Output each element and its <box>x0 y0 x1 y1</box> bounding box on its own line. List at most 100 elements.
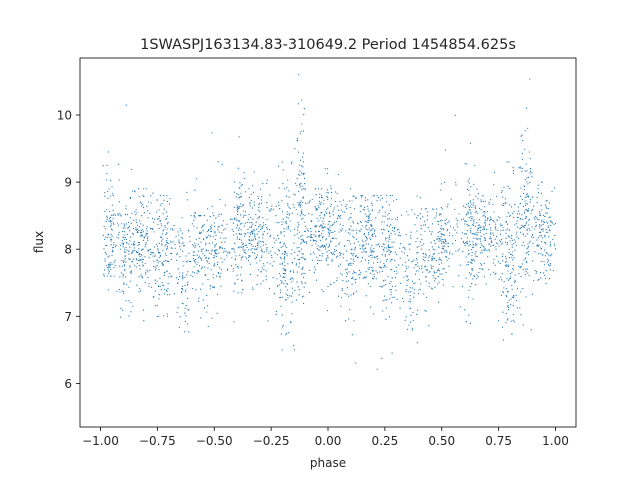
data-point <box>419 213 421 215</box>
data-point <box>323 203 325 205</box>
data-point <box>211 249 213 251</box>
data-point <box>365 215 368 217</box>
data-point <box>393 241 395 243</box>
data-point <box>142 204 144 206</box>
data-point <box>506 264 508 266</box>
data-point <box>138 229 140 231</box>
data-point <box>411 329 414 331</box>
data-point <box>116 290 118 292</box>
data-point <box>159 277 161 279</box>
data-point <box>316 217 318 219</box>
data-point <box>432 265 434 268</box>
data-point <box>307 202 309 204</box>
data-point <box>420 225 422 227</box>
data-point <box>497 261 500 263</box>
data-point <box>446 250 448 252</box>
data-point <box>470 259 473 261</box>
data-point <box>336 277 338 279</box>
data-point <box>416 246 418 248</box>
data-point <box>438 214 441 216</box>
data-point <box>527 176 530 178</box>
data-point <box>170 252 173 255</box>
data-point <box>528 224 530 226</box>
data-point <box>418 267 421 269</box>
y-tick-label: 6 <box>64 377 72 391</box>
data-point <box>251 185 254 187</box>
data-point <box>288 332 290 334</box>
data-point <box>522 268 524 270</box>
data-point <box>192 244 194 246</box>
data-point <box>220 247 222 249</box>
data-point <box>518 213 521 215</box>
data-point <box>503 204 505 206</box>
data-point <box>408 291 410 293</box>
data-point <box>333 207 335 209</box>
data-point <box>520 231 522 233</box>
data-point <box>265 279 267 281</box>
data-point <box>468 178 470 180</box>
data-point <box>217 161 219 163</box>
data-point <box>522 241 524 243</box>
data-point <box>353 320 355 322</box>
data-point <box>482 268 484 271</box>
data-point <box>517 238 520 240</box>
data-point <box>299 201 301 203</box>
data-point <box>124 213 127 215</box>
data-point <box>244 222 246 224</box>
data-point <box>256 233 258 235</box>
data-point <box>359 244 361 246</box>
data-point <box>502 290 504 293</box>
data-point <box>129 217 131 219</box>
data-point <box>403 252 406 254</box>
data-point <box>174 243 176 246</box>
data-point <box>376 200 378 202</box>
data-point <box>548 236 550 238</box>
data-point <box>509 215 511 217</box>
data-point <box>266 247 268 249</box>
data-point <box>235 255 237 257</box>
data-point <box>504 264 506 267</box>
data-point <box>530 170 532 173</box>
data-point <box>190 274 192 276</box>
data-point <box>121 290 123 292</box>
data-point <box>550 221 553 223</box>
data-point <box>327 231 330 233</box>
data-point <box>249 273 252 275</box>
data-point <box>404 319 406 321</box>
data-point <box>445 149 447 151</box>
data-point <box>466 237 468 239</box>
data-point <box>145 271 147 273</box>
data-point <box>443 248 445 250</box>
data-point <box>310 253 312 255</box>
data-point <box>102 234 105 236</box>
data-point <box>301 185 303 187</box>
data-point <box>248 249 250 251</box>
data-point <box>166 215 169 217</box>
data-point <box>470 213 472 215</box>
data-point <box>179 272 181 274</box>
data-point <box>508 299 510 301</box>
data-point <box>142 231 144 233</box>
data-point <box>514 279 516 281</box>
data-point <box>123 225 125 227</box>
data-point <box>431 267 433 270</box>
data-point <box>382 206 384 208</box>
data-point <box>163 199 165 201</box>
data-point <box>346 272 348 274</box>
data-point <box>507 235 509 237</box>
data-point <box>182 250 184 252</box>
data-point <box>424 257 426 259</box>
data-point <box>443 245 445 247</box>
data-point <box>406 255 409 257</box>
data-point <box>209 252 211 254</box>
data-point <box>298 204 300 207</box>
data-point <box>508 236 510 238</box>
data-point <box>317 245 319 247</box>
data-point <box>248 196 250 198</box>
data-point <box>486 219 488 221</box>
data-point <box>438 252 440 255</box>
data-point <box>423 293 425 295</box>
data-point <box>184 284 186 287</box>
data-point <box>121 240 124 242</box>
data-point <box>371 209 373 212</box>
